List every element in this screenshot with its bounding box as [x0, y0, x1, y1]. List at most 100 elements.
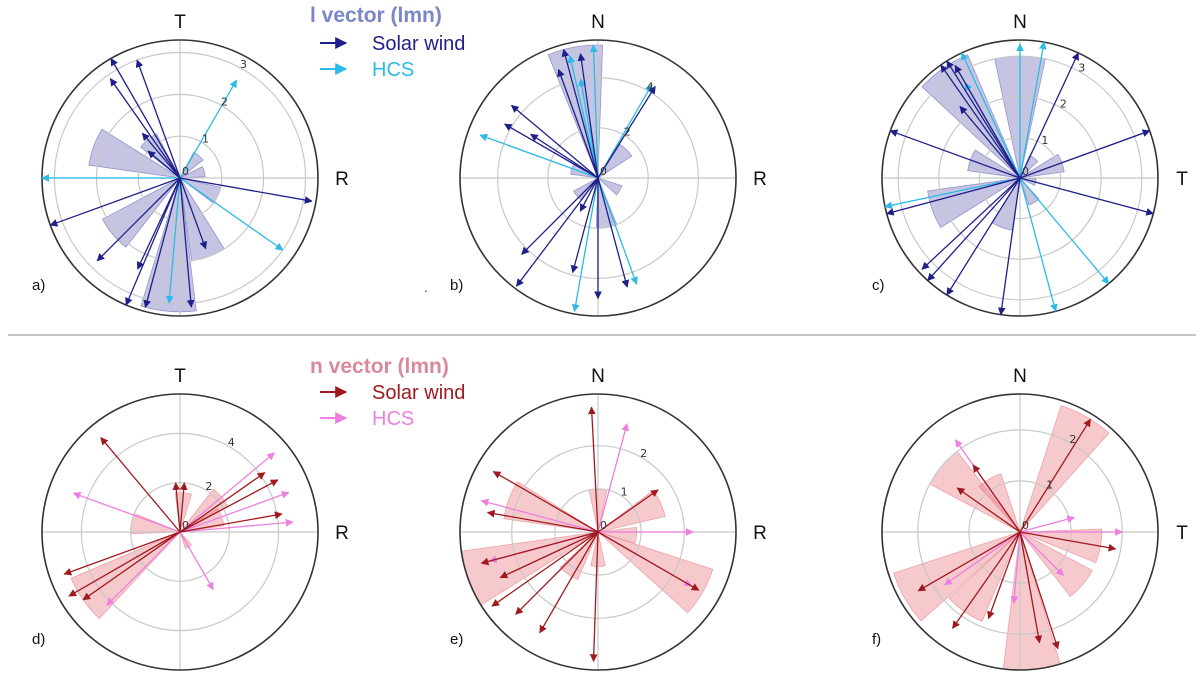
radial-tick-label: 1 [1046, 479, 1053, 492]
hcs-arrow [589, 44, 599, 179]
hcs-arrow [179, 177, 284, 251]
radial-tick-label: 4 [228, 436, 235, 449]
solar-wind-arrow [917, 531, 1021, 592]
hcs-arrow [571, 177, 599, 313]
legend-n-vector: n vector (lmn) Solar wind HCS [310, 355, 465, 430]
solar-wind-arrow [954, 64, 1021, 179]
solar-wind-arrow [577, 53, 599, 179]
solar-wind-arrow [499, 531, 599, 579]
legend-solar-wind-label: Solar wind [372, 33, 465, 55]
stray-mark: . [424, 279, 428, 295]
radial-tick-label: 0 [1022, 519, 1029, 532]
axis-label-top: N [1013, 12, 1027, 33]
histogram-wedge [1019, 405, 1110, 533]
histogram-wedge [927, 177, 1021, 229]
legend-hcs-label: HCS [372, 59, 414, 81]
solar-wind-arrow [179, 177, 195, 308]
solar-wind-arrow [503, 123, 599, 179]
histogram-wedge [70, 531, 181, 620]
hcs-arrow [106, 531, 181, 606]
solar-wind-arrow [480, 531, 599, 566]
legend-l-vector: l vector (lmn) Solar wind HCS [310, 4, 465, 81]
hcs-arrow [1019, 177, 1058, 313]
hcs-arrow [597, 422, 629, 533]
outer-frame [41, 393, 319, 671]
histogram-wedge [1019, 531, 1093, 597]
solar-wind-arrow [179, 482, 188, 533]
legend-solar-wind-label: Solar wind [372, 382, 465, 404]
hcs-arrow [179, 452, 275, 533]
solar-wind-arrow [510, 104, 599, 179]
solar-wind-arrow [597, 489, 659, 533]
solar-wind-arrow [597, 531, 700, 591]
solar-wind-arrow [143, 177, 181, 309]
hcs-arrow [943, 531, 1021, 586]
panel-label: b) [450, 277, 463, 294]
hcs-arrow [1010, 531, 1021, 605]
solar-wind-arrow [125, 177, 181, 306]
hcs-arrow [1019, 531, 1064, 576]
solar-wind-arrow [587, 406, 599, 533]
polar-panel-f: 0 1 2 N Tf) [872, 366, 1188, 671]
solar-wind-arrow [921, 177, 1021, 270]
axis-label-right: T [1176, 169, 1188, 190]
solar-wind-arrow [1019, 531, 1043, 644]
hcs-arrow [567, 55, 599, 179]
outer-frame [459, 393, 737, 671]
radial-tick-label: 3 [1078, 62, 1085, 75]
axis-label-right: T [1176, 523, 1188, 544]
histogram-wedge [597, 526, 638, 544]
histogram-wedge [597, 531, 714, 614]
radial-tick-label: 3 [240, 58, 247, 71]
solar-wind-arrow [1019, 531, 1060, 650]
outer-frame [881, 393, 1159, 671]
solar-wind-arrow [100, 437, 181, 533]
outer-frame [459, 39, 737, 317]
hcs-arrow [884, 177, 1021, 210]
axis-label-top: T [174, 12, 186, 33]
panel-label: f) [872, 631, 881, 648]
radial-tick-label: 2 [221, 96, 228, 109]
solar-wind-arrow [561, 48, 599, 179]
solar-wind-arrow [179, 511, 283, 533]
solar-wind-arrow [1019, 129, 1151, 179]
solar-wind-arrow [68, 531, 181, 597]
histogram-wedge [1019, 177, 1040, 206]
polar-panel-d: 0 2 4 T Rd) [32, 366, 349, 671]
solar-wind-arrow [956, 487, 1021, 533]
radial-tick-label: 2 [1060, 98, 1067, 111]
hcs-arrow [165, 177, 181, 304]
hcs-arrow [179, 491, 290, 533]
radial-tick-label: 2 [205, 480, 212, 493]
solar-wind-arrow [96, 177, 181, 262]
outer-frame [881, 39, 1159, 317]
polar-panel-b: 0 2 4 N Rb) [450, 12, 767, 317]
axis-label-top: N [1013, 366, 1027, 387]
axis-label-top: N [591, 366, 605, 387]
axis-label-right: R [753, 169, 767, 190]
solar-wind-arrow [959, 105, 1021, 179]
solar-wind-arrow [579, 177, 599, 212]
solar-wind-arrow [1019, 177, 1155, 216]
solar-wind-arrow [946, 60, 1021, 179]
solar-wind-arrow [63, 531, 181, 576]
axis-label-right: R [753, 523, 767, 544]
solar-wind-arrow [110, 57, 181, 179]
radial-tick-label: 1 [1041, 134, 1048, 147]
axis-label-right: R [335, 523, 349, 544]
radial-tick-label: 0 [182, 519, 189, 532]
histogram-wedge [597, 143, 633, 179]
solar-wind-arrow [597, 177, 630, 288]
axis-label-top: T [174, 366, 186, 387]
legend-hcs-label: HCS [372, 408, 414, 430]
solar-wind-arrow [1019, 418, 1091, 533]
solar-wind-arrow [135, 59, 181, 179]
solar-wind-arrow [589, 531, 599, 663]
histogram-wedge [179, 166, 206, 179]
panel-label: c) [872, 277, 885, 294]
solar-wind-arrow [997, 177, 1021, 316]
hcs-arrow [179, 518, 294, 533]
solar-wind-arrow [179, 472, 266, 533]
solar-wind-arrow [952, 531, 1021, 629]
